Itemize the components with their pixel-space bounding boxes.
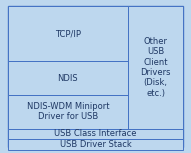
Bar (8, 6, 128, 61)
Text: Other
USB
Client
Drivers
(Disk,
etc.): Other USB Client Drivers (Disk, etc.) (140, 37, 171, 98)
Text: USB Class Interface: USB Class Interface (54, 129, 137, 138)
Text: NDIS-WDM Miniport
Driver for USB: NDIS-WDM Miniport Driver for USB (27, 102, 109, 121)
Bar (8, 61, 128, 95)
Bar (8, 129, 183, 139)
Text: NDIS: NDIS (57, 74, 78, 82)
Text: USB Driver Stack: USB Driver Stack (60, 140, 131, 149)
Text: TCP/IP: TCP/IP (55, 29, 81, 38)
Bar (8, 139, 183, 150)
Bar (8, 95, 128, 129)
Bar (128, 6, 183, 129)
